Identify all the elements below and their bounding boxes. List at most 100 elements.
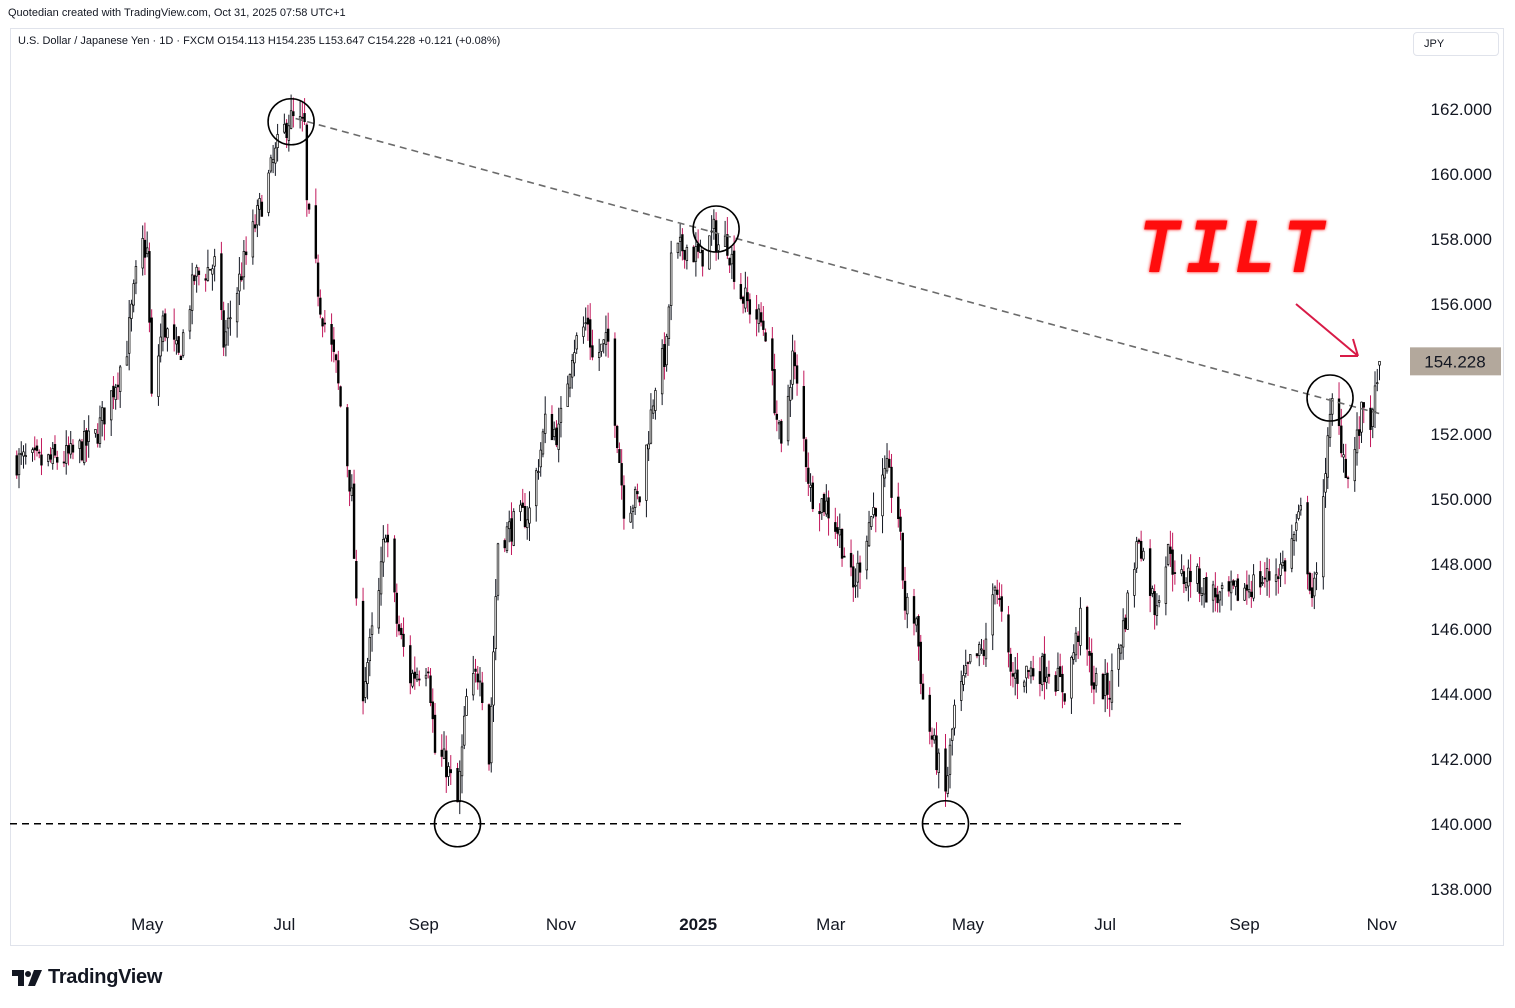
candle-body <box>427 671 430 674</box>
candle <box>953 699 956 736</box>
candle <box>251 209 255 265</box>
candle-body <box>683 249 686 260</box>
candle <box>622 475 626 530</box>
candle-body <box>804 439 808 468</box>
candle-body <box>744 287 747 309</box>
candle-body <box>274 147 277 164</box>
candle-body <box>834 522 837 532</box>
y-tick-label: 142.000 <box>1431 750 1492 769</box>
candle-body <box>361 600 365 702</box>
candle-body <box>242 251 246 278</box>
candle-body <box>1292 533 1296 541</box>
candle <box>937 748 940 789</box>
candle <box>669 240 673 321</box>
candle-body <box>789 387 792 401</box>
last-price-box <box>1410 347 1501 376</box>
candle <box>83 420 86 466</box>
candle <box>460 734 464 794</box>
candle-body <box>584 322 587 325</box>
candle <box>69 430 72 459</box>
candle-body <box>962 675 965 685</box>
y-tick-label: 146.000 <box>1431 620 1492 639</box>
candle <box>1216 585 1219 613</box>
candle-body <box>550 413 554 441</box>
candle <box>141 225 144 276</box>
candle-body <box>316 262 320 297</box>
candle-body <box>867 522 871 547</box>
candle <box>1378 360 1381 381</box>
candle-body <box>1232 580 1235 586</box>
candle-body <box>903 580 907 611</box>
candle <box>33 436 36 461</box>
candle-body <box>22 451 25 457</box>
tradingview-logo[interactable]: TradingView <box>12 966 162 989</box>
candle <box>127 299 131 371</box>
x-tick-label: Nov <box>546 915 577 934</box>
candle-body <box>748 299 752 315</box>
candle-body <box>303 113 306 122</box>
candles-layer <box>15 94 1381 815</box>
candle-body <box>1166 544 1170 565</box>
candle-body <box>969 654 972 663</box>
candle <box>559 396 563 438</box>
candle <box>229 300 232 336</box>
candle <box>631 504 635 529</box>
candle <box>1299 497 1302 516</box>
candle <box>1074 626 1078 663</box>
candle <box>49 447 52 463</box>
candle-body <box>786 395 790 442</box>
candle-body <box>334 354 338 361</box>
candle <box>1088 637 1091 673</box>
candle-body <box>1299 505 1302 511</box>
candle-body <box>339 386 342 407</box>
candle <box>899 508 902 541</box>
candle <box>1292 531 1296 556</box>
candle-body <box>1092 682 1096 690</box>
candle-body <box>271 159 275 163</box>
candle-body <box>1061 673 1064 693</box>
candle-body <box>222 310 225 348</box>
candle-body <box>1045 676 1048 683</box>
candle-body <box>836 527 839 534</box>
candle-body <box>1322 496 1325 578</box>
candle <box>897 482 900 528</box>
candle <box>969 654 972 665</box>
candle-body <box>1245 584 1249 591</box>
candle-body <box>429 675 432 704</box>
candle-body <box>600 343 603 352</box>
candle <box>975 653 979 659</box>
candle <box>132 279 135 313</box>
candle-body <box>402 633 405 647</box>
candle <box>1171 532 1174 592</box>
candle <box>1337 382 1341 435</box>
candle <box>807 452 810 497</box>
candle-body <box>193 275 196 282</box>
candle-body <box>667 306 671 339</box>
currency-button[interactable]: JPY <box>1413 32 1499 56</box>
candle-body <box>912 596 916 624</box>
candle <box>1157 595 1161 608</box>
candle <box>1281 550 1285 569</box>
candle-body <box>935 735 938 771</box>
candle-body <box>1328 413 1332 438</box>
candle-body <box>728 257 731 266</box>
candle-body <box>145 247 149 255</box>
candle <box>355 549 358 606</box>
candle-body <box>465 696 468 716</box>
tilt-label: TILT <box>1138 207 1331 289</box>
candle <box>1085 605 1089 666</box>
candle <box>793 340 797 380</box>
candle <box>843 547 846 558</box>
candle-body <box>103 407 106 425</box>
candle-body <box>235 292 239 323</box>
candle <box>1313 571 1316 610</box>
candle <box>998 582 1001 607</box>
candle-body <box>1070 657 1073 699</box>
candle <box>1121 608 1125 660</box>
candle-body <box>575 335 578 350</box>
candle-body <box>537 471 540 473</box>
candle-body <box>827 497 830 519</box>
candle-body <box>238 273 241 292</box>
candle-body <box>175 340 178 345</box>
